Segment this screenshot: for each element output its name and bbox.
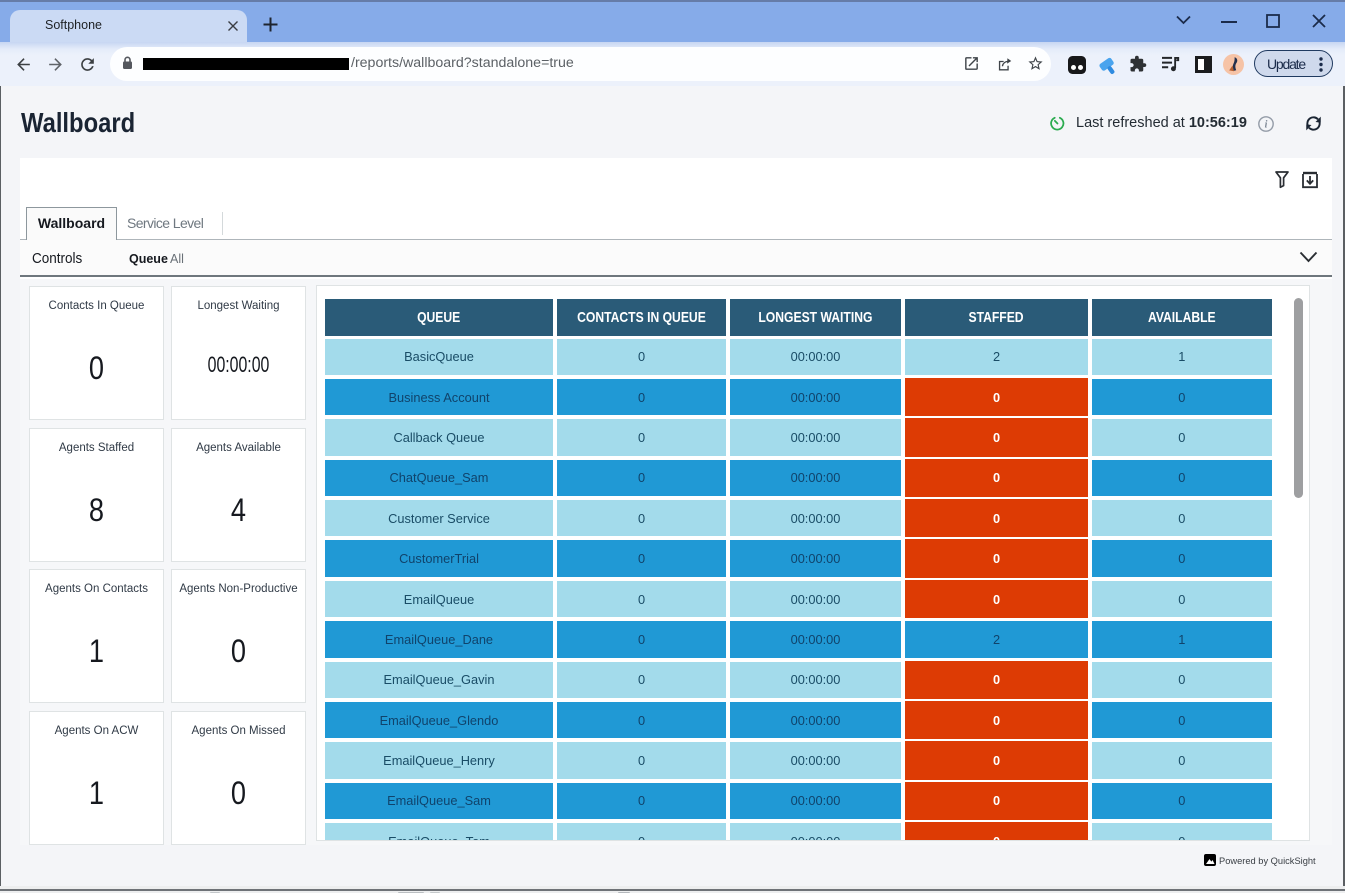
- svg-text:i: i: [1265, 120, 1268, 131]
